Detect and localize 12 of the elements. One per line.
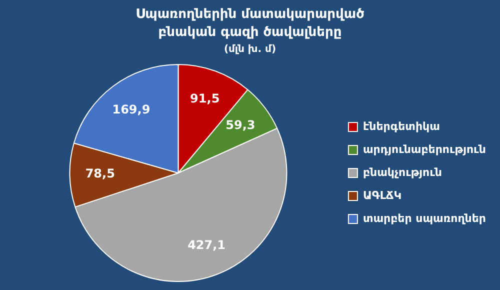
legend-label: բնակչություն: [362, 166, 442, 179]
data-label: 91,5: [190, 92, 220, 106]
chart-subtitle: (մլն խ. մ): [222, 44, 278, 55]
data-label: 427,1: [188, 238, 226, 252]
legend-label: ԱԳԼՃԿ: [362, 188, 402, 202]
legend-label: տարբեր սպառողներ: [362, 212, 486, 225]
data-label: 59,3: [226, 118, 256, 132]
legend-label: արդյունաբերություն: [362, 142, 486, 156]
legend-label: էներգետիկա: [362, 120, 440, 133]
chart-title: Սպառողներին մատակարարված բնական գազի ծավալները: [134, 6, 366, 42]
data-label: 78,5: [85, 166, 115, 181]
data-label: 169,9: [112, 102, 150, 117]
